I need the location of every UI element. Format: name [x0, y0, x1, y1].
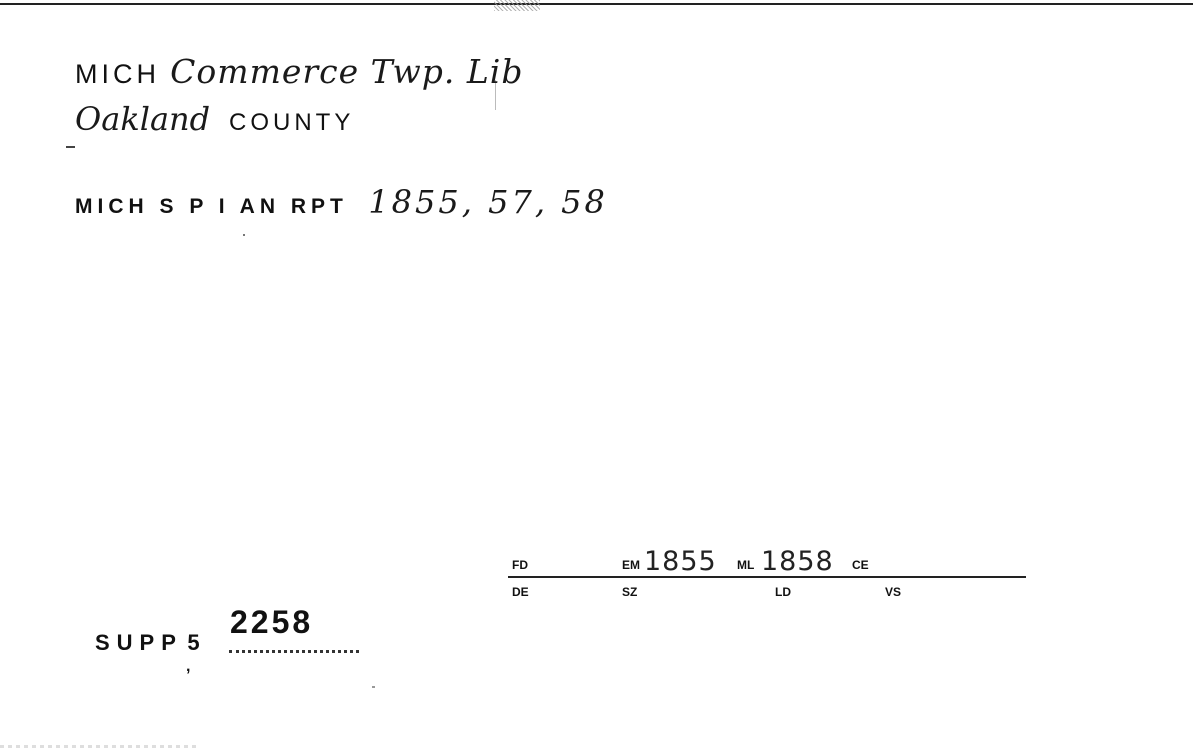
sz-label: SZ [622, 585, 638, 599]
supp-volume: 5 [187, 630, 207, 655]
comma-mark: , [186, 658, 191, 675]
report-label: MICH S P I AN RPT [75, 195, 348, 218]
form-divider-rule [508, 576, 1026, 578]
ce-label: CE [852, 558, 869, 572]
form-row-bottom: DE SZ LD VS [508, 583, 1026, 603]
stray-dot [372, 686, 375, 688]
ml-label: ML [737, 558, 755, 572]
stray-dot [243, 234, 245, 236]
library-name: Commerce Twp. Lib [170, 52, 524, 91]
county-line: Oakland COUNTY [75, 100, 354, 138]
scan-smudge [494, 0, 540, 11]
report-years: 1855, 57, 58 [368, 183, 608, 221]
supp-number-underline [229, 650, 359, 659]
de-label: DE [512, 585, 529, 599]
state-abbrev: MICH [75, 59, 160, 89]
supp-number: 2258 [230, 604, 314, 640]
em-value: 1855 [644, 546, 717, 577]
supp-label: SUPP [95, 630, 183, 655]
form-row-top: FD EM 1855 ML 1858 CE [508, 546, 1026, 577]
county-label: COUNTY [229, 109, 355, 136]
county-name: Oakland [75, 100, 211, 138]
vs-label: VS [885, 585, 902, 599]
stray-mark [66, 146, 75, 148]
ml-value: 1858 [761, 546, 834, 577]
pencil-tick-mark [495, 80, 496, 110]
ld-label: LD [775, 585, 791, 599]
top-border-rule [0, 3, 1193, 5]
state-library-line: MICH Commerce Twp. Lib [75, 52, 523, 91]
fd-label: FD [512, 558, 528, 572]
report-line: MICH S P I AN RPT 1855, 57, 58 [75, 183, 608, 221]
em-label: EM [622, 558, 640, 572]
supplement-line: SUPP 5 [95, 630, 207, 656]
scan-noise [0, 745, 200, 748]
